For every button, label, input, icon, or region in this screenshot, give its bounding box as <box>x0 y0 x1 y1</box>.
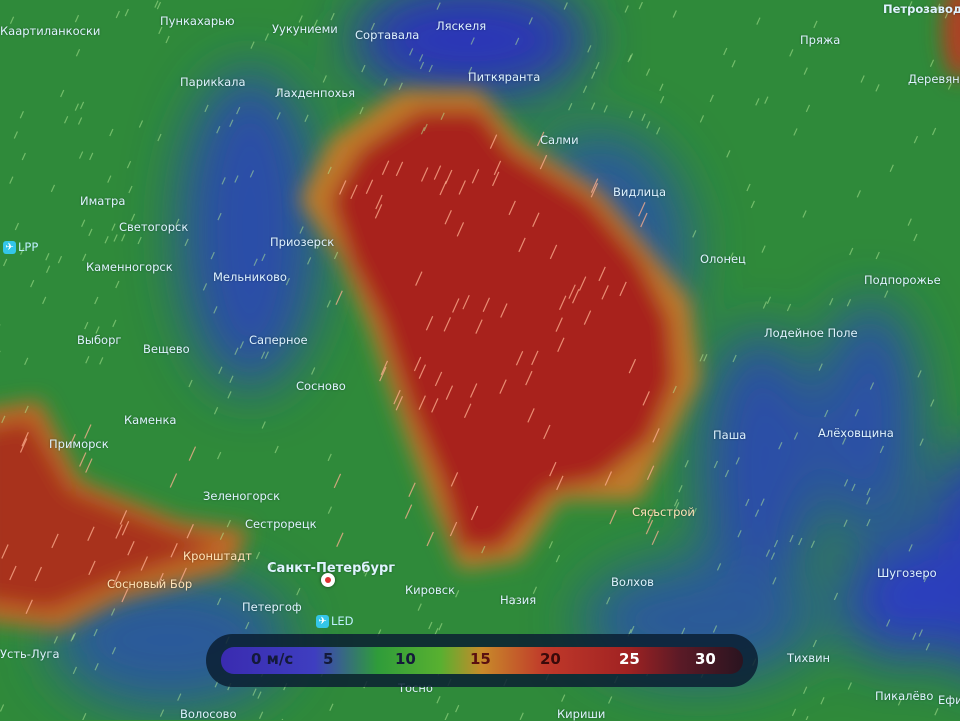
airport-code: LED <box>331 614 354 628</box>
city-label-pasha[interactable]: Паша <box>713 428 746 442</box>
airport-led[interactable]: ✈ LED <box>316 614 354 628</box>
city-label-syasstroy[interactable]: Сясьстрой <box>632 505 695 519</box>
city-label-primorsk[interactable]: Приморск <box>49 437 109 451</box>
city-label-sapernoe[interactable]: Саперное <box>249 333 308 347</box>
city-label-olonets[interactable]: Олонец <box>700 252 746 266</box>
city-label-uukuniemi[interactable]: Уукуниеми <box>272 22 338 36</box>
legend-tick: 30 <box>695 650 716 668</box>
city-label-zelenogorsk[interactable]: Зеленогорск <box>203 489 280 503</box>
location-marker-icon[interactable] <box>321 573 335 587</box>
city-label-sortavala[interactable]: Сортавала <box>355 28 419 42</box>
city-label-podporozhye[interactable]: Подпорожье <box>864 273 941 287</box>
legend-tick: 20 <box>540 650 561 668</box>
city-label-parikkala[interactable]: Парикkала <box>180 75 246 89</box>
city-label-naziya[interactable]: Назия <box>500 593 536 607</box>
city-label-efimovsky[interactable]: Ефи <box>938 693 960 707</box>
city-label-melnikovo[interactable]: Мельниково <box>213 270 287 284</box>
city-label-svetogorsk[interactable]: Светогорск <box>119 220 188 234</box>
airport-code: LPP <box>18 240 38 254</box>
city-label-salmi[interactable]: Салми <box>540 133 579 147</box>
city-label-pryazha[interactable]: Пряжа <box>800 33 840 47</box>
wind-speed-legend: 0 м/с 5 10 15 20 25 30 <box>206 634 758 687</box>
legend-unit-label: 0 м/с <box>251 650 293 668</box>
city-label-alekhovshchina[interactable]: Алёховщина <box>818 426 894 440</box>
city-label-vyborg[interactable]: Выборг <box>77 333 121 347</box>
city-label-kamenka[interactable]: Каменка <box>124 413 176 427</box>
legend-tick: 5 <box>323 650 333 668</box>
airplane-icon: ✈ <box>3 241 16 254</box>
legend-tick: 15 <box>470 650 491 668</box>
city-label-petrozavodsk[interactable]: Петрозаводск <box>883 2 960 16</box>
city-label-volosovo[interactable]: Волосово <box>180 707 236 721</box>
legend-tick: 10 <box>395 650 416 668</box>
city-label-kirovsk[interactable]: Кировск <box>405 583 455 597</box>
city-label-priozersk[interactable]: Приозерск <box>270 235 334 249</box>
airport-lpp[interactable]: ✈ LPP <box>3 240 38 254</box>
city-label-kirishi[interactable]: Кириши <box>557 707 605 721</box>
city-label-peterhof[interactable]: Петергоф <box>242 600 302 614</box>
city-label-ust-luga[interactable]: Усть-Луга <box>0 647 60 661</box>
city-label-sosnovo[interactable]: Сосново <box>296 379 346 393</box>
city-label-tikhvin[interactable]: Тихвин <box>787 651 830 665</box>
city-label-imatra[interactable]: Иматра <box>80 194 125 208</box>
airplane-icon: ✈ <box>316 615 329 628</box>
city-label-veshchevo[interactable]: Вещево <box>143 342 190 356</box>
city-label-shugozero[interactable]: Шугозеро <box>877 566 937 580</box>
city-label-kronshtadt[interactable]: Кронштадт <box>183 549 252 563</box>
city-label-punkaharju[interactable]: Пункахарью <box>160 14 235 28</box>
city-label-kaartilankoski[interactable]: Каартиланкоски <box>0 24 100 38</box>
city-label-pitkyaranta[interactable]: Питкяранта <box>468 70 540 84</box>
city-label-laskela[interactable]: Ляскеля <box>436 19 486 33</box>
city-label-derevyannoe[interactable]: Деревянное <box>908 72 960 86</box>
city-label-kamennogorsk[interactable]: Каменногорск <box>86 260 173 274</box>
city-label-volkhov[interactable]: Волхов <box>611 575 654 589</box>
legend-tick: 25 <box>619 650 640 668</box>
city-label-vidlitsa[interactable]: Видлица <box>613 185 666 199</box>
city-label-sosnovy-bor[interactable]: Сосновый Бор <box>107 577 192 591</box>
city-label-sestroretsk[interactable]: Сестрорецк <box>245 517 317 531</box>
city-label-pikalevo[interactable]: Пикалёво <box>875 689 933 703</box>
city-label-lodeynoe-pole[interactable]: Лодейное Поле <box>764 326 858 340</box>
city-label-lahdenpohja[interactable]: Лахденпохья <box>275 86 355 100</box>
